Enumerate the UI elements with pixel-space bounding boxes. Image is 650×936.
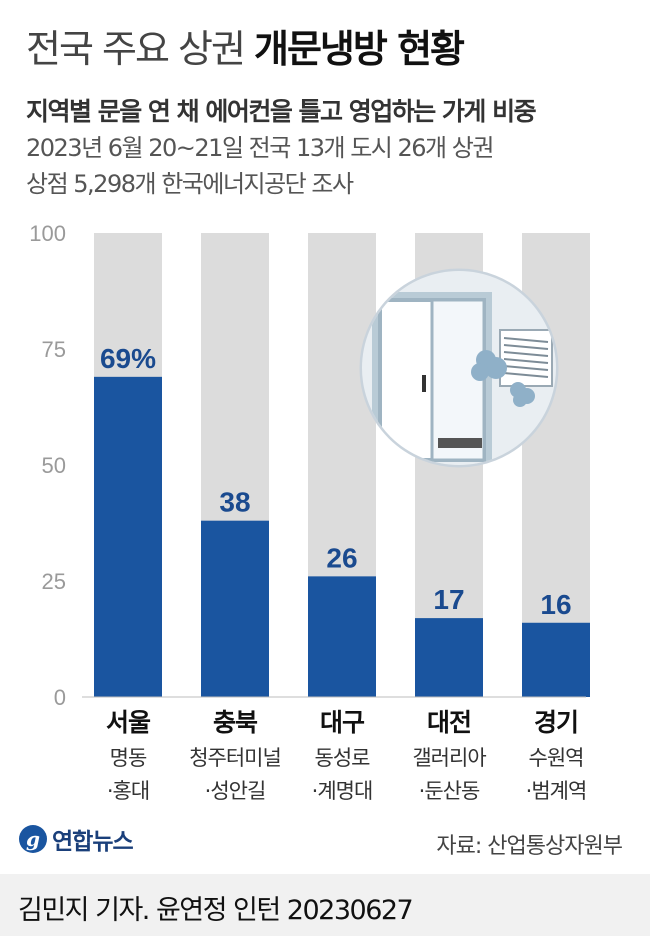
x-category-label: 대구 (320, 708, 365, 737)
y-tick-label: 0 (54, 685, 66, 710)
chart-subtitle: 지역별 문을 연 채 에어컨을 틀고 영업하는 가게 비중 (26, 97, 537, 126)
x-sublabel: ·범계역 (526, 779, 587, 803)
title-bold: 개문냉방 현황 (254, 27, 465, 71)
x-sublabel: ·둔산동 (419, 779, 480, 803)
y-tick-label: 75 (42, 337, 66, 362)
x-category-label: 충북 (213, 708, 258, 737)
source-text: 자료: 산업통상자원부 (436, 834, 623, 859)
y-tick-label: 50 (42, 453, 66, 478)
chart-title: 전국 주요 상권 개문냉방 현황 (26, 18, 465, 73)
door-aircon-illustration-icon (359, 268, 559, 468)
title-light: 전국 주요 상권 (26, 27, 246, 71)
x-category-label: 서울 (106, 708, 151, 737)
y-tick-label: 100 (29, 221, 66, 246)
data-label: 16 (540, 589, 571, 620)
survey-note-1: 2023년 6월 20~21일 전국 13개 도시 26개 상권 (26, 134, 494, 162)
x-category-label: 경기 (534, 708, 578, 737)
logo-mark: g (26, 827, 40, 851)
data-label: 38 (219, 487, 250, 518)
x-sublabel: ·계명대 (312, 779, 373, 803)
x-category-label: 대전 (427, 708, 471, 737)
yonhap-logo-icon: g (19, 825, 47, 853)
credit-bar: 김민지 기자. 윤연정 인턴 20230627 (0, 874, 650, 936)
bar (94, 376, 162, 697)
data-label: 26 (326, 542, 357, 573)
survey-note-2: 상점 5,298개 한국에너지공단 조사 (26, 170, 354, 198)
x-sublabel: ·홍대 (107, 779, 149, 803)
bar (522, 622, 590, 697)
x-sublabel: ·성안길 (205, 779, 266, 803)
credit-text: 김민지 기자. 윤연정 인턴 20230627 (18, 895, 414, 926)
yonhap-logo: g 연합뉴스 (18, 822, 134, 856)
bar (308, 576, 376, 697)
x-sublabel: 갤러리아 (412, 746, 486, 770)
y-tick-label: 25 (42, 569, 66, 594)
x-sublabel: 청주터미널 (189, 746, 281, 770)
x-sublabel: 명동 (110, 746, 147, 770)
bar (415, 618, 483, 697)
data-label: 17 (433, 584, 464, 615)
data-label: 69% (100, 343, 156, 374)
x-sublabel: 수원역 (529, 746, 584, 770)
logo-text: 연합뉴스 (52, 829, 134, 855)
x-sublabel: 동성로 (315, 746, 371, 770)
bar (201, 520, 269, 697)
